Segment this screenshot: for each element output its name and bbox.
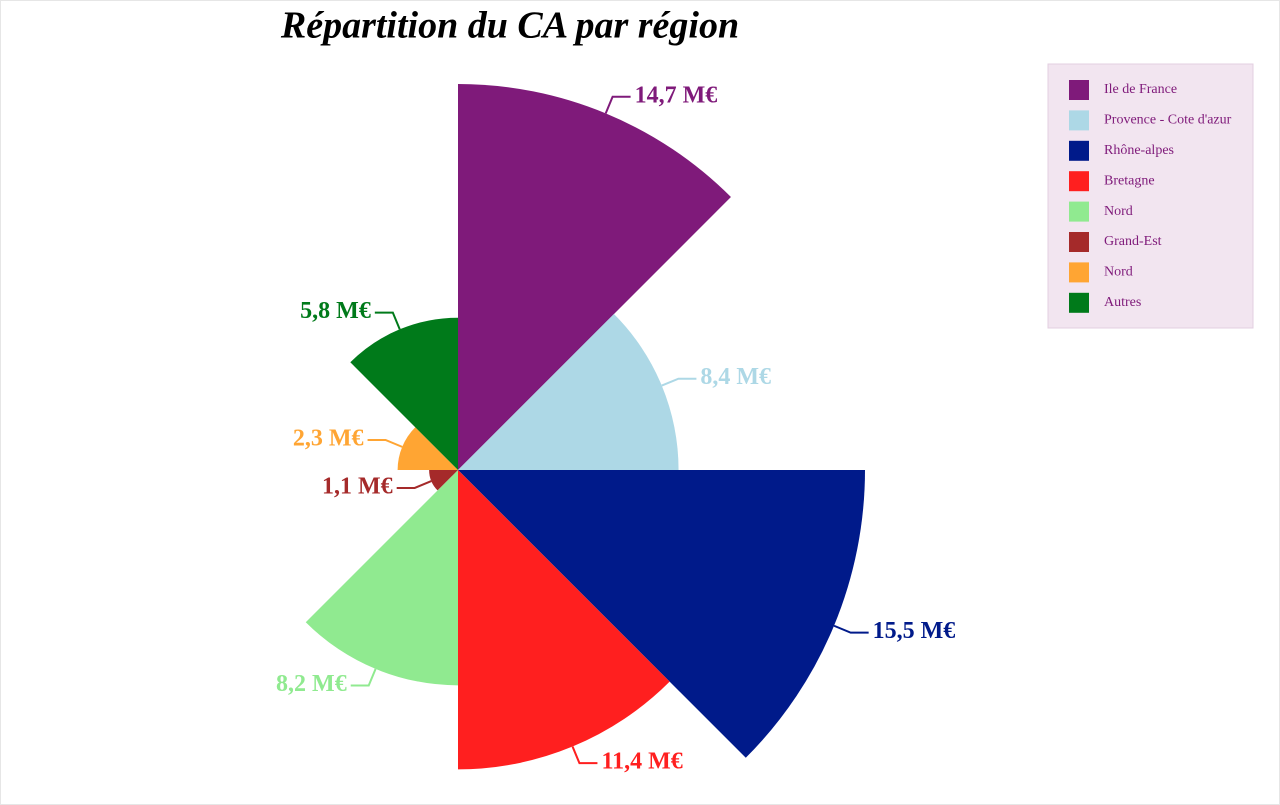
- value-label: 15,5 M€: [873, 618, 956, 644]
- legend-swatch: [1069, 262, 1089, 283]
- sector: [458, 314, 679, 470]
- legend-swatch: [1069, 140, 1089, 161]
- value-label: 8,4 M€: [700, 364, 771, 390]
- legend-label: Nord: [1104, 204, 1133, 219]
- legend-label: Bretagne: [1104, 173, 1155, 188]
- legend-swatch: [1069, 80, 1089, 100]
- leader-line: [396, 480, 432, 489]
- sector: [305, 470, 458, 686]
- leader-line: [367, 439, 403, 448]
- legend-label: Grand-Est: [1104, 234, 1162, 249]
- legend-swatch: [1069, 232, 1089, 252]
- value-label: 2,3 M€: [293, 426, 364, 452]
- leader-line: [571, 746, 598, 765]
- legend-swatch: [1069, 201, 1089, 222]
- legend-label: Ile de France: [1104, 82, 1177, 97]
- sector: [458, 470, 670, 770]
- legend-label: Autres: [1104, 295, 1141, 310]
- leader-line: [661, 377, 697, 387]
- chart-title: Répartition du CA par région: [280, 5, 739, 47]
- value-label: 14,7 M€: [635, 82, 718, 108]
- leader-line: [833, 624, 869, 634]
- value-label: 1,1 M€: [322, 473, 393, 499]
- leader-line: [604, 95, 631, 114]
- leader-line: [374, 311, 401, 330]
- value-label: 8,2 M€: [276, 671, 347, 697]
- value-label: 5,8 M€: [300, 298, 371, 324]
- value-label: 11,4 M€: [601, 749, 682, 775]
- legend-label: Rhône-alpes: [1104, 143, 1174, 158]
- sector: [429, 470, 458, 491]
- sector: [350, 317, 458, 470]
- legend-label: Provence - Cote d'azur: [1104, 113, 1232, 128]
- legend-swatch: [1069, 171, 1089, 192]
- leader-line: [350, 668, 377, 687]
- legend-swatch: [1069, 292, 1089, 313]
- sector: [458, 470, 865, 758]
- sector: [458, 84, 731, 470]
- legend-label: Nord: [1104, 265, 1133, 280]
- legend-swatch: [1069, 110, 1089, 131]
- sector: [397, 427, 458, 470]
- legend-box: [1047, 63, 1254, 329]
